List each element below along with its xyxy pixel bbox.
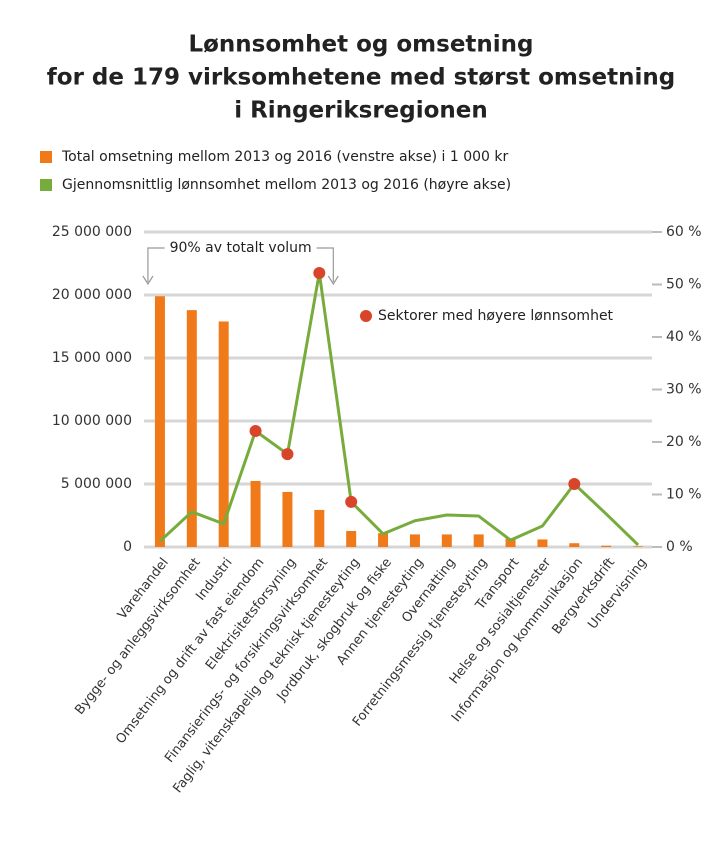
y-tick-label: 15 000 000	[52, 350, 132, 366]
bar	[537, 539, 548, 547]
highlight-dot	[345, 495, 358, 508]
y2-tick-label: 30 %	[666, 382, 702, 398]
bar	[505, 538, 516, 547]
legend-label: Gjennomsnittlig lønnsomhet mellom 2013 o…	[62, 177, 511, 193]
arrow-head	[327, 275, 339, 286]
bar	[441, 534, 452, 547]
y2-tick-label: 40 %	[666, 329, 702, 345]
bar	[186, 310, 197, 547]
y2-tick-label: 60 %	[666, 224, 702, 240]
legend-label: Sektorer med høyere lønnsomhet	[378, 308, 614, 324]
y2-tick-label: 10 %	[666, 487, 702, 503]
bar	[378, 533, 389, 547]
bar	[569, 543, 580, 547]
bar	[250, 480, 261, 547]
annotation-bg	[164, 238, 317, 258]
bar	[409, 534, 420, 547]
chart-title: i Ringeriksregionen	[234, 98, 488, 124]
y-tick-label: 25 000 000	[52, 224, 132, 240]
y2-tick-label: 0 %	[666, 539, 693, 555]
bar	[346, 530, 357, 547]
legend-label: Total omsetning mellom 2013 og 2016 (ven…	[61, 149, 508, 165]
y-tick-label: 10 000 000	[52, 413, 132, 429]
highlight-dot	[249, 424, 262, 437]
bar	[473, 534, 484, 547]
chart-title: Lønnsomhet og omsetning	[188, 32, 533, 58]
line	[158, 271, 640, 546]
legend-swatch	[40, 179, 52, 191]
bar	[154, 296, 165, 547]
bar	[601, 545, 612, 547]
y2-tick-label: 20 %	[666, 434, 702, 450]
highlight-dot	[568, 478, 581, 490]
bar	[314, 509, 325, 547]
y-tick-label: 20 000 000	[52, 287, 132, 303]
legend-dot	[360, 310, 372, 322]
bar	[282, 491, 293, 547]
highlight-dot	[281, 448, 294, 461]
highlight-dot	[313, 266, 326, 279]
y2-tick-label: 50 %	[666, 277, 702, 293]
x-tick-label: Bygge- og anleggsvirksomhet	[72, 555, 203, 717]
bar	[218, 321, 229, 547]
arrow-head	[142, 275, 154, 286]
bar	[633, 546, 644, 547]
y-tick-label: 0	[123, 539, 132, 555]
chart-title: for de 179 virksomhetene med størst omse…	[47, 65, 675, 91]
y-tick-label: 5 000 000	[61, 476, 132, 492]
annotation: 90% av totalt volum	[170, 240, 312, 256]
legend-swatch	[40, 151, 52, 163]
